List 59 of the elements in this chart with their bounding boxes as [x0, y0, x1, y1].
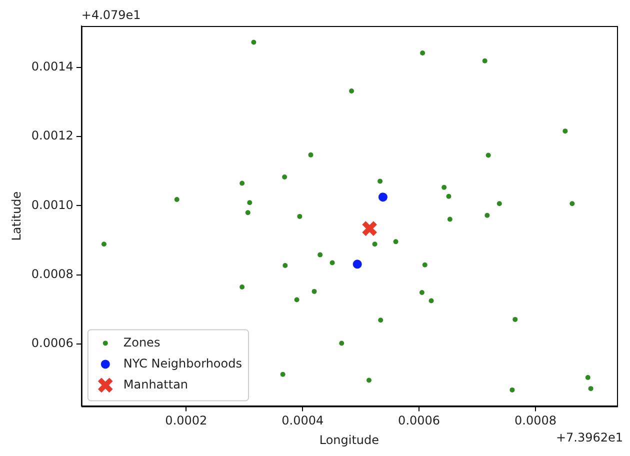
point [393, 239, 398, 244]
point [297, 214, 302, 219]
legend-label: Zones [123, 335, 160, 350]
point [282, 174, 288, 180]
point [240, 180, 245, 186]
point [378, 178, 383, 184]
point [101, 242, 106, 247]
y-tick-label: 0.0012 [31, 128, 74, 143]
point [484, 212, 490, 218]
point [247, 200, 252, 206]
y-tick-label: 0.0008 [31, 266, 74, 281]
text: +7.3962e1 [556, 430, 623, 444]
y-tick-label: 0.0014 [31, 60, 74, 74]
point [486, 152, 491, 158]
point [308, 152, 314, 158]
point [280, 372, 286, 377]
point [378, 318, 384, 323]
point [312, 288, 317, 294]
point [372, 242, 378, 247]
point [419, 290, 424, 295]
point [482, 58, 488, 64]
point [585, 375, 590, 380]
point [330, 260, 335, 266]
point [496, 201, 502, 206]
point [339, 340, 344, 346]
point [240, 284, 245, 290]
point [420, 50, 426, 56]
y-axis-title: Latitude [9, 191, 24, 241]
y-tick-label: 0.0010 [31, 198, 74, 212]
point [512, 316, 518, 322]
point [251, 40, 256, 45]
point [174, 197, 180, 202]
point [446, 194, 452, 199]
point [294, 297, 300, 302]
point [361, 220, 378, 237]
point [570, 201, 575, 206]
point [245, 210, 250, 216]
x-tick-label: 0.0002 [165, 414, 208, 428]
point [562, 128, 568, 134]
point [442, 184, 447, 190]
point [366, 378, 372, 383]
x-tick-label: 0.0006 [398, 414, 440, 428]
legend-label: NYC Neighborhoods [123, 356, 242, 370]
point [349, 88, 354, 94]
point [378, 192, 388, 202]
x-tick-label: 0.0004 [282, 414, 324, 428]
point [318, 252, 323, 258]
point [588, 386, 594, 392]
legend-label: Manhattan [123, 377, 188, 392]
text: +4.079e1 [81, 8, 141, 22]
point [422, 262, 428, 268]
point [510, 387, 515, 392]
point [282, 263, 288, 268]
point [428, 298, 434, 304]
point [447, 216, 452, 222]
x-tick-label: 0.0008 [514, 414, 556, 428]
y-tick-label: 0.0006 [31, 336, 74, 350]
x-axis-title: Longitude [319, 432, 380, 447]
point [352, 260, 362, 269]
